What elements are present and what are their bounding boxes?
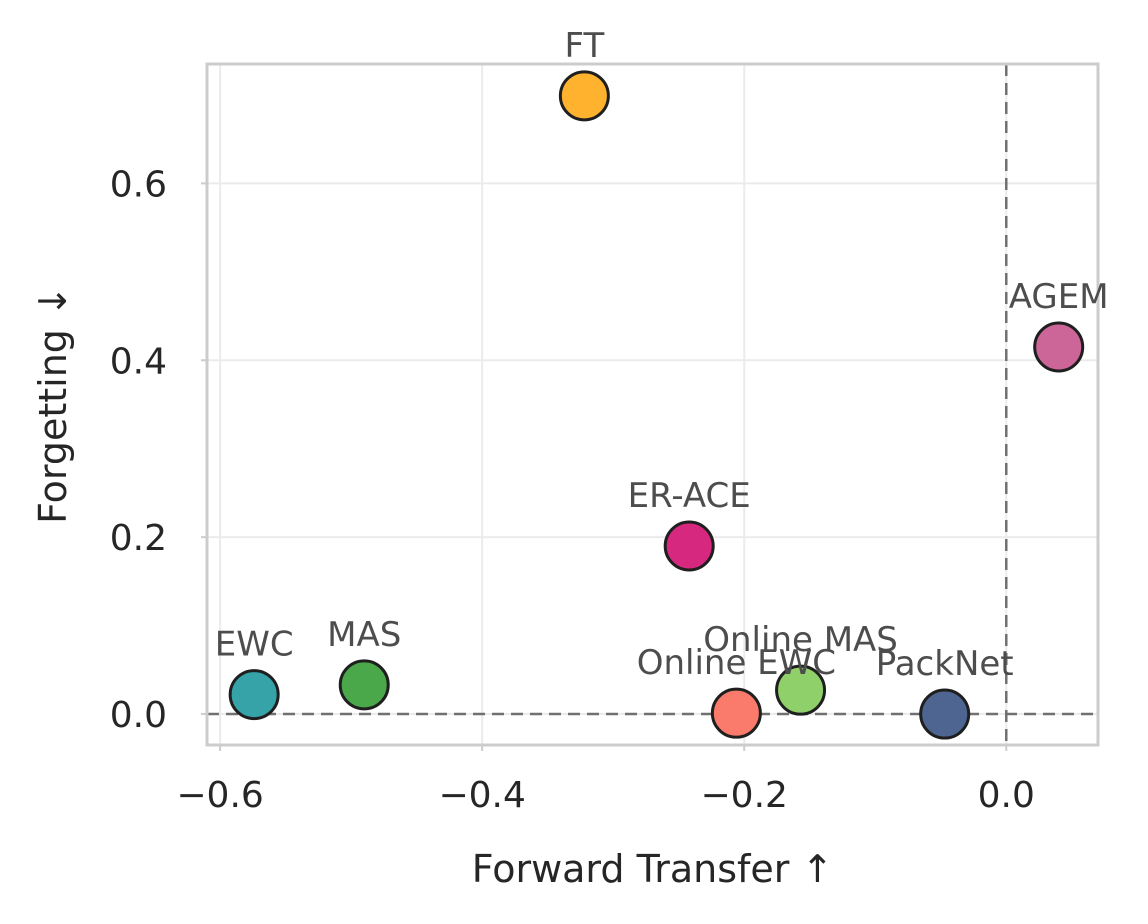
point-label: PackNet — [876, 644, 1014, 684]
y-tick-label: 0.6 — [110, 164, 167, 205]
x-tick-label: −0.4 — [438, 775, 525, 816]
point-label: Online EWC — [637, 643, 836, 683]
x-tick-label: 0.0 — [978, 775, 1035, 816]
data-point — [1033, 321, 1085, 373]
data-point — [919, 688, 971, 740]
y-tick-label: 0.0 — [110, 695, 167, 736]
x-tick-label: −0.2 — [701, 775, 788, 816]
y-axis-title: Forgetting ↓ — [31, 285, 75, 524]
point-label: Online MAS — [703, 620, 898, 660]
point-label: AGEM — [1009, 277, 1109, 317]
y-tick-label: 0.4 — [110, 341, 167, 382]
point-label: FT — [564, 26, 604, 66]
data-point — [558, 70, 610, 122]
point-label: MAS — [327, 615, 401, 655]
data-points — [228, 70, 1085, 740]
data-point — [663, 520, 715, 572]
plot-frame — [205, 62, 1100, 747]
y-tick-label: 0.2 — [110, 518, 167, 559]
point-label: ER-ACE — [628, 476, 751, 516]
data-point — [228, 669, 280, 721]
x-tick-label: −0.6 — [176, 775, 263, 816]
point-label: EWC — [215, 625, 294, 665]
x-axis-title: Forward Transfer ↑ — [472, 847, 834, 891]
data-point — [775, 664, 827, 716]
axis-ticks: −0.6 −0.4 −0.2 0.0 0.0 0.2 0.4 0.6 — [110, 164, 1035, 816]
data-point — [710, 687, 762, 739]
data-point — [338, 659, 390, 711]
